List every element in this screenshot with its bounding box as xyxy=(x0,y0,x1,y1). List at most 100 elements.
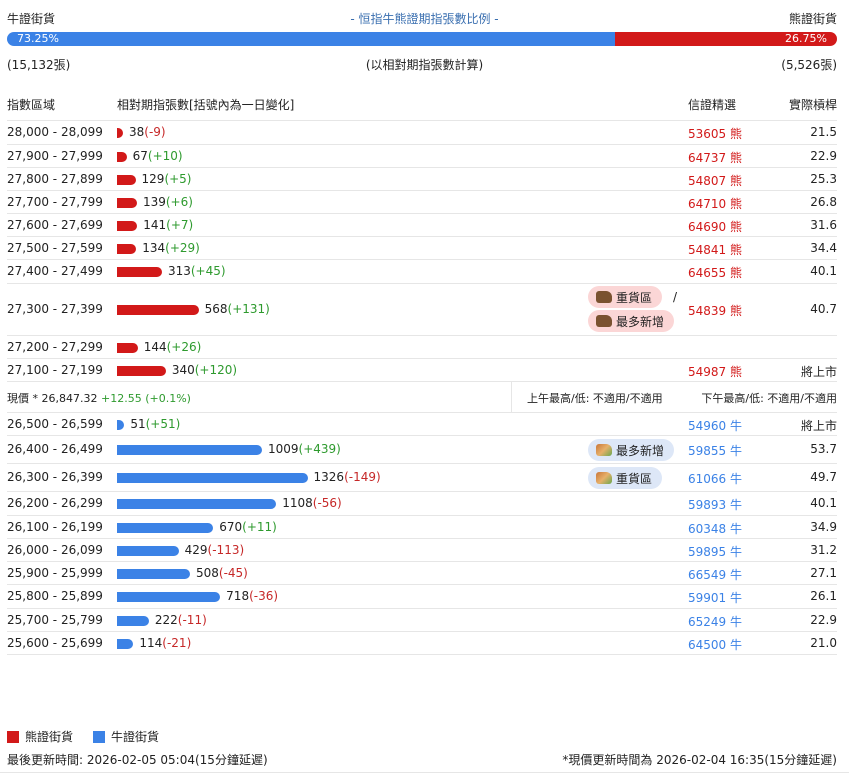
featured-cert-link[interactable]: 54839 熊 xyxy=(688,302,742,319)
distribution-table: 28,000 - 28,099 38(-9) 53605 熊 21.5 27,900 -… xyxy=(7,120,837,655)
cert-code[interactable]: 59895 xyxy=(688,544,727,559)
count-change: (+120) xyxy=(194,362,238,377)
index-range: 27,500 - 27,599 xyxy=(7,240,103,255)
count-change: (+131) xyxy=(227,302,270,316)
cert-type: 熊 xyxy=(726,173,743,188)
featured-cert-link[interactable]: 64710 熊 xyxy=(688,195,742,212)
featured-cert-link[interactable]: 65249 牛 xyxy=(688,613,742,630)
featured-cert-link[interactable]: 64500 牛 xyxy=(688,636,742,653)
actual-leverage: 53.7 xyxy=(810,442,837,456)
featured-cert-link[interactable]: 64690 熊 xyxy=(688,218,742,235)
count-value: 313 xyxy=(167,264,191,278)
count-change: (-11) xyxy=(177,612,207,627)
count-label: 51(+51) xyxy=(130,417,180,431)
count-value: 1009 xyxy=(267,442,299,456)
count-label: 508(-45) xyxy=(196,566,248,580)
index-range: 26,100 - 26,199 xyxy=(7,519,103,534)
cert-type: 熊 xyxy=(726,127,743,141)
bear-row: 27,400 - 27,499 313(+45) 64655 熊 40.1 xyxy=(7,259,837,283)
most-added-tag: 最多新增 xyxy=(588,310,675,332)
cert-code[interactable]: 64737 xyxy=(688,150,727,165)
cert-code[interactable]: 64710 xyxy=(688,196,727,211)
count-label: 38(-9) xyxy=(129,125,166,139)
count-value: 568 xyxy=(204,302,228,316)
count-label: 1009(+439) xyxy=(268,442,341,456)
bull-count-bar xyxy=(117,568,190,579)
bull-row: 26,300 - 26,399 1326(-149) 重貨區 61066 牛 49.7 xyxy=(7,463,837,491)
count-label: 114(-21) xyxy=(139,636,191,650)
count-label: 129(+5) xyxy=(142,172,192,186)
count-change: (-9) xyxy=(144,125,166,139)
price-value: 26,847.32 xyxy=(38,392,101,405)
cert-code[interactable]: 60348 xyxy=(688,521,727,536)
bear-count-bar xyxy=(117,342,138,353)
cert-code[interactable]: 59893 xyxy=(688,498,727,512)
featured-cert-link[interactable]: 59893 牛 xyxy=(688,496,742,513)
price-label: 現價 * xyxy=(7,392,38,405)
legend-bear-swatch xyxy=(7,730,19,743)
count-change: (+29) xyxy=(165,240,200,255)
legend-bull-swatch xyxy=(93,730,106,743)
cert-code[interactable]: 54960 xyxy=(688,418,727,433)
count-change: (-21) xyxy=(162,635,192,650)
price-change: +12.55 (+0.1%) xyxy=(100,392,191,405)
cert-code[interactable]: 54807 xyxy=(688,173,727,188)
featured-cert-link[interactable]: 54987 熊 xyxy=(688,363,742,380)
featured-cert-link[interactable]: 61066 牛 xyxy=(688,470,742,487)
cert-code[interactable]: 54839 xyxy=(688,304,727,318)
count-label: 67(+10) xyxy=(133,149,183,163)
cert-code[interactable]: 59855 xyxy=(688,444,727,458)
count-label: 134(+29) xyxy=(142,241,200,255)
heavy-zone-tag: 重貨區 xyxy=(588,286,663,308)
count-change: (+45) xyxy=(190,264,226,278)
count-value: 134 xyxy=(142,240,166,255)
tag-label: 重貨區 xyxy=(616,290,653,305)
bull-row: 25,600 - 25,699 114(-21) 64500 牛 21.0 xyxy=(7,631,837,654)
bull-row: 26,100 - 26,199 670(+11) 60348 牛 34.9 xyxy=(7,515,837,538)
cert-code[interactable]: 64690 xyxy=(688,219,727,234)
featured-cert-link[interactable]: 60348 牛 xyxy=(688,520,742,537)
actual-leverage: 40.7 xyxy=(810,302,837,316)
count-label: 141(+7) xyxy=(143,218,193,232)
actual-leverage: 27.1 xyxy=(810,565,837,580)
count-label: 429(-113) xyxy=(185,543,245,557)
featured-cert-link[interactable]: 53605 熊 xyxy=(688,125,742,142)
count-value: 1108 xyxy=(282,496,313,510)
featured-cert-link[interactable]: 54960 牛 xyxy=(688,417,742,434)
cert-code[interactable]: 64655 xyxy=(688,266,727,280)
featured-cert-link[interactable]: 64737 熊 xyxy=(688,149,742,166)
index-range: 27,400 - 27,499 xyxy=(7,264,103,278)
cert-code[interactable]: 59901 xyxy=(688,591,727,605)
featured-cert-link[interactable]: 54807 熊 xyxy=(688,172,742,189)
cert-type: 牛 xyxy=(726,591,743,605)
legend: 熊證街貨 牛證街貨 xyxy=(7,728,159,745)
cert-type: 熊 xyxy=(726,364,743,379)
cert-code[interactable]: 54987 xyxy=(688,364,727,379)
count-change: (+7) xyxy=(166,217,194,232)
actual-leverage: 26.1 xyxy=(810,589,837,603)
cert-type: 牛 xyxy=(726,472,743,486)
cert-code[interactable]: 66549 xyxy=(688,567,727,582)
featured-cert-link[interactable]: 54841 熊 xyxy=(688,241,742,258)
count-change: (+439) xyxy=(298,442,341,456)
bull-count-bar xyxy=(117,615,149,626)
col-header-leverage: 實際槓桿 xyxy=(788,98,837,112)
bear-count: (5,526張) xyxy=(781,58,837,72)
bear-count-bar xyxy=(117,267,162,277)
count-change: (-149) xyxy=(344,470,381,484)
featured-cert-link[interactable]: 66549 牛 xyxy=(688,566,742,583)
featured-cert-link[interactable]: 59855 牛 xyxy=(688,442,742,459)
featured-cert-link[interactable]: 59895 牛 xyxy=(688,543,742,560)
cert-code[interactable]: 61066 xyxy=(688,472,727,486)
actual-leverage: 21.5 xyxy=(810,125,837,139)
cert-code[interactable]: 65249 xyxy=(688,614,727,629)
cert-code[interactable]: 53605 xyxy=(688,127,727,141)
featured-cert-link[interactable]: 59901 牛 xyxy=(688,589,742,606)
bull-row: 25,700 - 25,799 222(-11) 65249 牛 22.9 xyxy=(7,608,837,631)
cert-code[interactable]: 54841 xyxy=(688,242,727,257)
count-value: 67 xyxy=(132,148,148,163)
cert-code[interactable]: 64500 xyxy=(688,637,727,652)
featured-cert-link[interactable]: 64655 熊 xyxy=(688,264,742,281)
count-value: 114 xyxy=(139,635,163,650)
actual-leverage: 21.0 xyxy=(810,635,837,650)
